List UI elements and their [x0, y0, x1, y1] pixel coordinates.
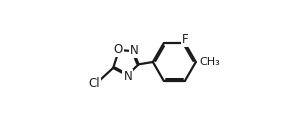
Text: N: N: [130, 44, 138, 57]
Text: Cl: Cl: [89, 77, 100, 90]
Text: O: O: [114, 43, 123, 56]
Text: F: F: [182, 33, 189, 46]
Text: CH₃: CH₃: [200, 57, 220, 67]
Text: N: N: [123, 70, 132, 83]
